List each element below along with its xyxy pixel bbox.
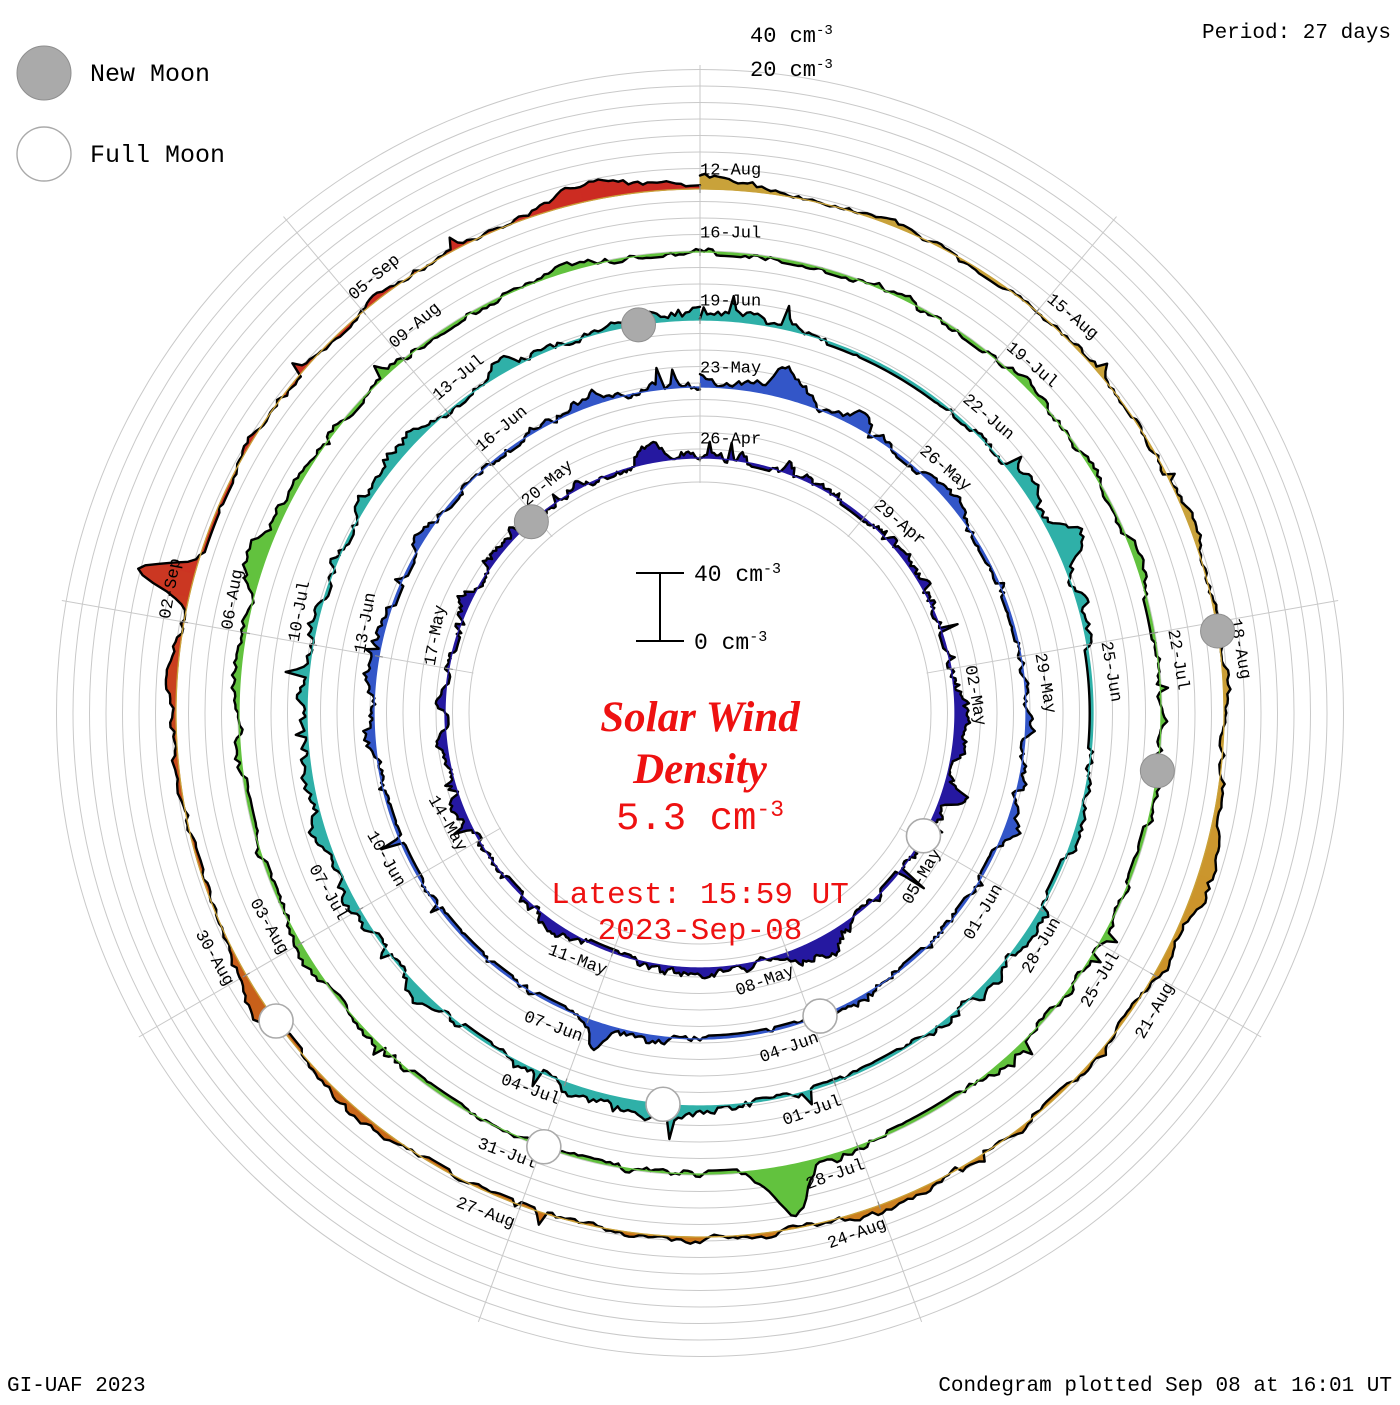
svg-text:26-Apr: 26-Apr bbox=[700, 430, 761, 449]
svg-text:19-Jun: 19-Jun bbox=[700, 292, 761, 311]
svg-text:Full Moon: Full Moon bbox=[90, 141, 225, 170]
svg-text:Condegram plotted Sep 08 at 16: Condegram plotted Sep 08 at 16:01 UT bbox=[938, 1375, 1392, 1398]
svg-text:16-Jul: 16-Jul bbox=[700, 224, 761, 243]
svg-text:Period: 27 days: Period: 27 days bbox=[1202, 22, 1391, 45]
svg-text:Solar Wind: Solar Wind bbox=[600, 694, 801, 741]
svg-text:Density: Density bbox=[632, 746, 768, 793]
svg-text:2023-Sep-08: 2023-Sep-08 bbox=[598, 914, 803, 949]
svg-text:GI-UAF 2023: GI-UAF 2023 bbox=[7, 1375, 146, 1398]
svg-text:23-May: 23-May bbox=[700, 359, 761, 378]
svg-text:Latest: 15:59 UT: Latest: 15:59 UT bbox=[551, 878, 849, 913]
svg-text:12-Aug: 12-Aug bbox=[700, 161, 761, 180]
svg-text:New Moon: New Moon bbox=[90, 60, 210, 89]
